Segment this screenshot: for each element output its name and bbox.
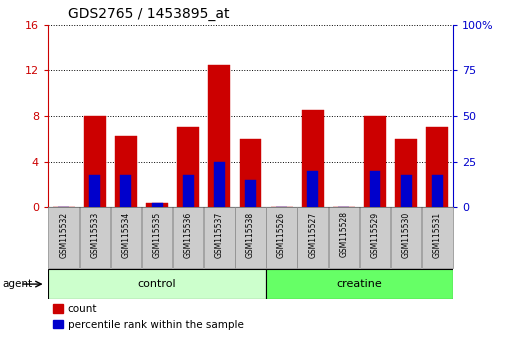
Text: GSM115531: GSM115531: [432, 211, 441, 258]
Text: GSM115533: GSM115533: [90, 211, 99, 258]
FancyBboxPatch shape: [48, 207, 79, 268]
Bar: [115, 136, 136, 207]
Text: GSM115530: GSM115530: [401, 211, 410, 258]
Bar: [426, 127, 447, 207]
Bar: [53, 206, 74, 207]
Bar: [84, 116, 106, 207]
FancyBboxPatch shape: [359, 207, 389, 268]
FancyBboxPatch shape: [235, 207, 265, 268]
Text: GSM115538: GSM115538: [245, 211, 255, 258]
Bar: [332, 206, 354, 207]
FancyBboxPatch shape: [173, 207, 203, 268]
Legend: count, percentile rank within the sample: count, percentile rank within the sample: [53, 304, 243, 330]
Bar: [400, 175, 411, 207]
Bar: [301, 110, 323, 207]
Text: creatine: creatine: [336, 279, 382, 289]
Bar: [270, 206, 292, 207]
Text: GSM115536: GSM115536: [183, 211, 192, 258]
Bar: [182, 175, 193, 207]
Bar: [214, 161, 224, 207]
Text: GSM115526: GSM115526: [277, 211, 285, 258]
Bar: [146, 202, 168, 207]
Bar: [239, 139, 261, 207]
Text: control: control: [137, 279, 176, 289]
FancyBboxPatch shape: [266, 269, 452, 299]
Text: agent: agent: [3, 279, 33, 289]
Text: GSM115528: GSM115528: [339, 211, 348, 257]
FancyBboxPatch shape: [390, 207, 421, 268]
Text: GSM115534: GSM115534: [121, 211, 130, 258]
Text: GSM115529: GSM115529: [370, 211, 379, 258]
FancyBboxPatch shape: [141, 207, 172, 268]
Bar: [120, 175, 131, 207]
FancyBboxPatch shape: [421, 207, 451, 268]
Bar: [431, 175, 442, 207]
Bar: [364, 116, 385, 207]
FancyBboxPatch shape: [204, 207, 234, 268]
Bar: [152, 202, 162, 207]
Bar: [89, 175, 100, 207]
Bar: [244, 180, 256, 207]
Text: GSM115537: GSM115537: [215, 211, 223, 258]
FancyBboxPatch shape: [48, 269, 266, 299]
Bar: [369, 171, 380, 207]
FancyBboxPatch shape: [297, 207, 327, 268]
FancyBboxPatch shape: [111, 207, 141, 268]
FancyBboxPatch shape: [328, 207, 359, 268]
Bar: [208, 65, 230, 207]
Bar: [177, 127, 198, 207]
Text: GDS2765 / 1453895_at: GDS2765 / 1453895_at: [68, 7, 229, 21]
FancyBboxPatch shape: [266, 207, 296, 268]
Bar: [394, 139, 416, 207]
Text: GSM115535: GSM115535: [152, 211, 161, 258]
Text: GSM115532: GSM115532: [59, 211, 68, 258]
FancyBboxPatch shape: [79, 207, 110, 268]
Bar: [307, 171, 318, 207]
Text: GSM115527: GSM115527: [308, 211, 317, 258]
